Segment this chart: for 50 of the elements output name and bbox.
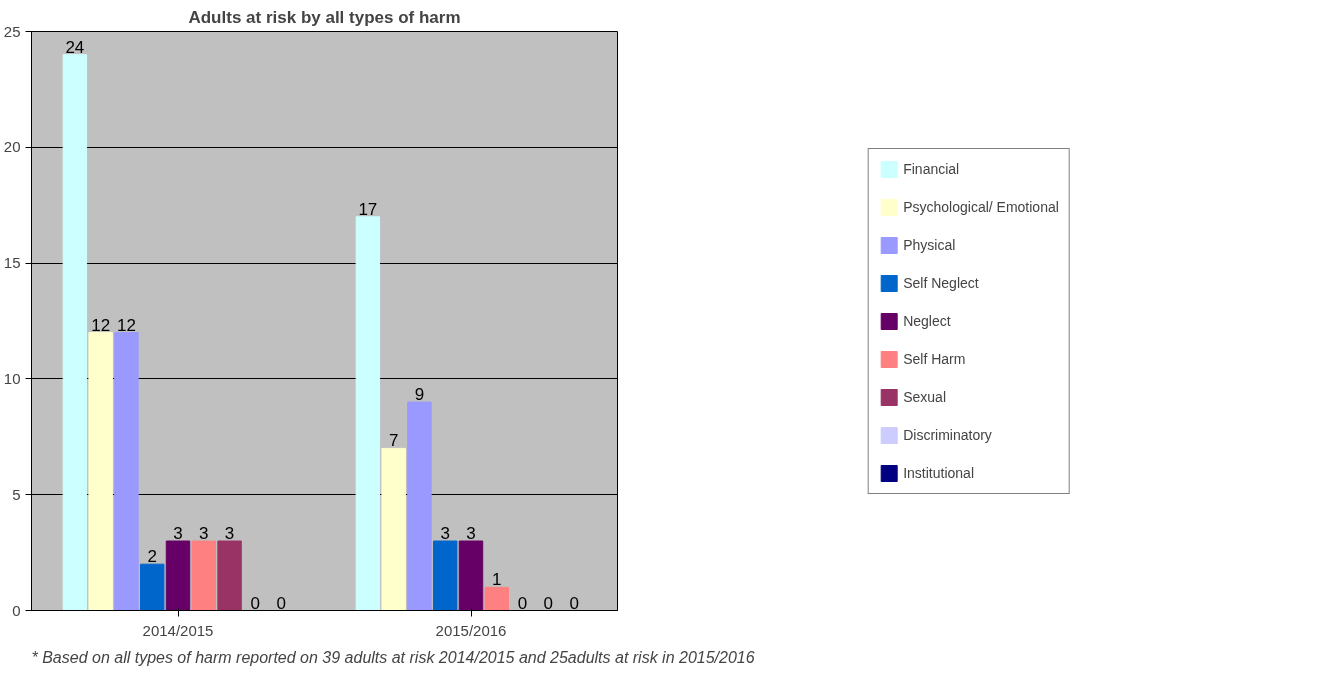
data-label: 0 (517, 593, 528, 613)
bar (217, 540, 242, 611)
bar (355, 216, 381, 611)
bar (114, 332, 139, 611)
data-label: 0 (543, 593, 554, 613)
y-tick-label: 5 (12, 485, 21, 503)
y-tick-label: 15 (3, 254, 21, 272)
bar (140, 563, 165, 611)
bar (433, 540, 458, 611)
bar (88, 332, 113, 611)
bar (165, 540, 191, 611)
legend-label: Discriminatory (903, 426, 992, 443)
data-label: 3 (224, 524, 235, 544)
x-tick-label: 2015/2016 (435, 621, 507, 639)
data-label: 17 (358, 199, 378, 219)
data-label: 12 (116, 315, 136, 335)
bar (484, 586, 509, 611)
y-tick-label: 25 (3, 22, 21, 40)
legend-label: Institutional (903, 464, 975, 481)
y-tick-label: 20 (3, 138, 21, 156)
y-tick-label: 0 (12, 601, 21, 619)
bar (191, 540, 216, 611)
data-label: 0 (569, 593, 579, 613)
data-label: 12 (91, 315, 111, 335)
data-label: 3 (440, 524, 450, 544)
legend-label: Self Harm (903, 350, 966, 367)
data-label: 0 (250, 593, 261, 613)
bar (381, 447, 406, 611)
data-label: 2 (147, 547, 157, 567)
legend-label: Financial (903, 160, 960, 177)
y-tick-label: 10 (3, 369, 21, 387)
bar (458, 540, 484, 611)
bar (62, 54, 88, 611)
x-tick-label: 2014/2015 (142, 621, 214, 639)
text: * Based on all types of harm reported on 39 adults at risk 2014/2015 and 25adults at risk in 2015/2016 (31, 648, 755, 666)
data-label: 3 (173, 524, 183, 544)
data-label: 0 (276, 593, 286, 613)
data-label: 9 (414, 385, 425, 405)
legend-label: Self Neglect (903, 274, 979, 291)
data-label: 1 (492, 570, 502, 590)
legend-label: Sexual (903, 388, 946, 405)
legend-label: Psychological/ Emotional (903, 198, 1059, 215)
data-label: 24 (65, 37, 85, 57)
legend-label: Neglect (903, 312, 951, 329)
data-label: 3 (199, 524, 209, 544)
bar (407, 401, 432, 611)
legend-label: Physical (903, 236, 956, 253)
data-label: 7 (388, 431, 399, 451)
data-label: 3 (466, 524, 476, 544)
chart-title: Adults at risk by all types of harm (188, 7, 461, 27)
